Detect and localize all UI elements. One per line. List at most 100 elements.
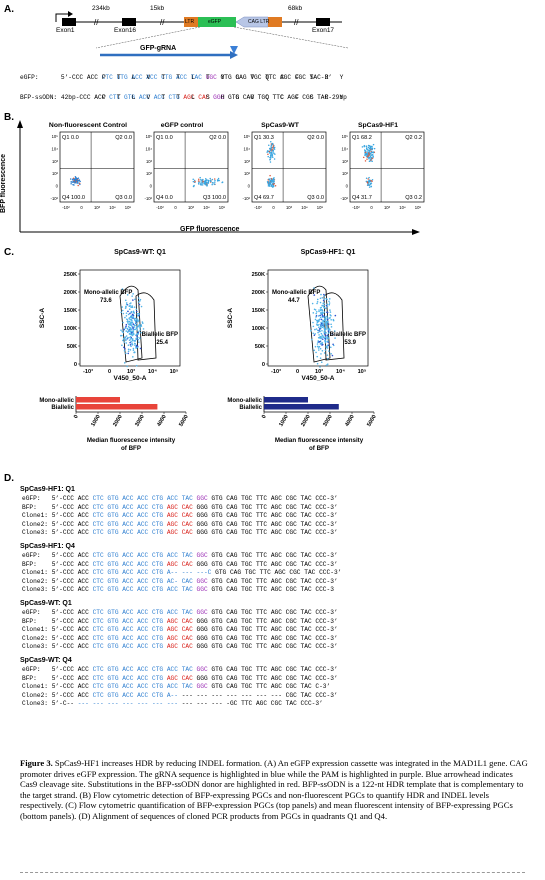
- panelA-egfp-seq: eGFP: 5’-CCC ACC CTC GTG ACC ACC CTG ACC…: [20, 73, 332, 81]
- event-dot: [130, 311, 133, 314]
- scatter-dots: [119, 288, 145, 368]
- event-dot: [216, 180, 219, 182]
- event-dot: [319, 314, 321, 317]
- dist-label-3: 68kb: [288, 5, 303, 12]
- event-dot: [317, 345, 319, 348]
- event-dot: [124, 316, 126, 319]
- event-dot: [199, 176, 201, 179]
- bar: [264, 404, 339, 410]
- event-dot: [323, 330, 326, 333]
- event-dot: [271, 155, 274, 157]
- event-dot: [271, 152, 273, 155]
- event-dot: [319, 357, 322, 359]
- panelC-ylabel: SSC-A: [227, 308, 234, 329]
- alignment-row: BFP: 5’-CCC ACC CTC GTG ACC ACC CTG AGC …: [22, 503, 338, 511]
- event-dot: [125, 335, 128, 337]
- y-tick-label: 10⁵: [342, 134, 349, 139]
- quad-q1: Q1 30.3: [254, 135, 274, 141]
- panelD-alignments: SpCas9-HF1: Q1 eGFP: 5’-CCC ACC CTC GTG A…: [20, 486, 540, 709]
- event-dot: [138, 330, 140, 333]
- event-dot: [366, 184, 369, 186]
- alignment-row: BFP: 5’-CCC ACC CTC GTG ACC ACC CTG AGC …: [22, 674, 338, 682]
- event-dot: [214, 179, 216, 182]
- event-dot: [136, 326, 139, 328]
- event-dot: [122, 337, 125, 340]
- event-dot: [125, 338, 127, 341]
- event-dot: [274, 153, 276, 155]
- event-dot: [137, 338, 140, 341]
- gene-map: // // //: [55, 11, 349, 59]
- event-dot: [318, 349, 320, 351]
- bar-x-tick-label: 4000: [344, 414, 355, 428]
- gate2-label: Biallelic BFP: [142, 332, 178, 338]
- event-dot: [122, 312, 125, 315]
- event-dot: [140, 305, 143, 308]
- panelC-xlabel: V450_50-A: [114, 375, 147, 382]
- event-dot: [268, 184, 270, 187]
- bar-x-tick-label: 3000: [134, 414, 145, 428]
- event-dot: [327, 340, 329, 342]
- event-dot: [127, 348, 130, 351]
- event-dot: [329, 314, 332, 316]
- event-dot: [270, 147, 272, 150]
- event-dot: [269, 179, 271, 182]
- x-tick-label: -10²: [62, 205, 70, 210]
- bar-category-label: Biallelic: [51, 405, 74, 411]
- alignment-row: Clone2: 5’-CCC ACC CTC GTG ACC ACC CTG A…: [22, 634, 338, 642]
- event-dot: [266, 151, 268, 153]
- event-dot: [138, 314, 140, 317]
- event-dot: [122, 321, 124, 324]
- event-dot: [131, 334, 133, 336]
- event-dot: [139, 329, 141, 331]
- x-tick-label: -10²: [352, 205, 360, 210]
- y-tick-label: 10⁴: [244, 146, 251, 151]
- event-dot: [319, 330, 321, 333]
- event-dot: [267, 155, 269, 158]
- event-dot: [126, 337, 129, 339]
- event-dot: [329, 331, 331, 333]
- event-dot: [269, 161, 272, 163]
- exon17-box: [316, 18, 330, 26]
- event-dot: [323, 307, 326, 309]
- event-dot: [138, 300, 141, 302]
- bar-xlabel-line1: Median fluorescence intensity: [275, 437, 364, 444]
- event-dot: [324, 340, 326, 342]
- y-tick-label: -10²: [243, 196, 251, 201]
- quad-q4: Q4 31.7: [352, 195, 372, 201]
- event-dot: [200, 181, 202, 183]
- event-dot: [272, 149, 275, 152]
- event-dot: [137, 336, 139, 339]
- bar-category-label: Mono-allelic: [227, 398, 262, 404]
- event-dot: [129, 330, 131, 333]
- event-dot: [132, 316, 135, 318]
- event-dot: [326, 363, 329, 365]
- panelB-xlabel: GFP fluorescence: [180, 226, 240, 233]
- event-dot: [198, 180, 200, 182]
- y-tick-label: 10⁵: [52, 134, 59, 139]
- bar-xlabel-line2: of BFP: [309, 445, 329, 452]
- y-tick-label: 10³: [342, 159, 349, 164]
- event-dot: [319, 297, 322, 300]
- event-dot: [326, 303, 329, 306]
- y-tick-label: 0: [262, 362, 265, 368]
- event-dot: [317, 315, 320, 317]
- event-dot: [135, 337, 138, 339]
- event-dot: [325, 323, 328, 326]
- event-dot: [272, 180, 275, 183]
- panel-label-c: C.: [4, 247, 14, 258]
- gate1-value: 44.7: [288, 298, 300, 304]
- gate1-label: Mono-allelic BFP: [272, 290, 320, 296]
- bar-xlabel-line1: Median fluorescence intensity: [87, 437, 176, 444]
- event-dot: [136, 320, 139, 322]
- alignment-row: eGFP: 5’-CCC ACC CTC GTG ACC ACC CTG ACC…: [22, 495, 338, 502]
- event-dot: [271, 147, 274, 149]
- alignment-row: Clone3: 5’-CCC ACC CTC GTG ACC ACC CTG A…: [22, 643, 338, 651]
- event-dot: [133, 319, 136, 321]
- event-dot: [333, 330, 336, 332]
- event-dot: [140, 324, 143, 326]
- event-dot: [316, 329, 319, 332]
- event-dot: [269, 154, 272, 157]
- promoter-arrow-icon: [55, 13, 68, 22]
- event-dot: [320, 308, 322, 311]
- caption-lead: Figure 3.: [20, 758, 53, 768]
